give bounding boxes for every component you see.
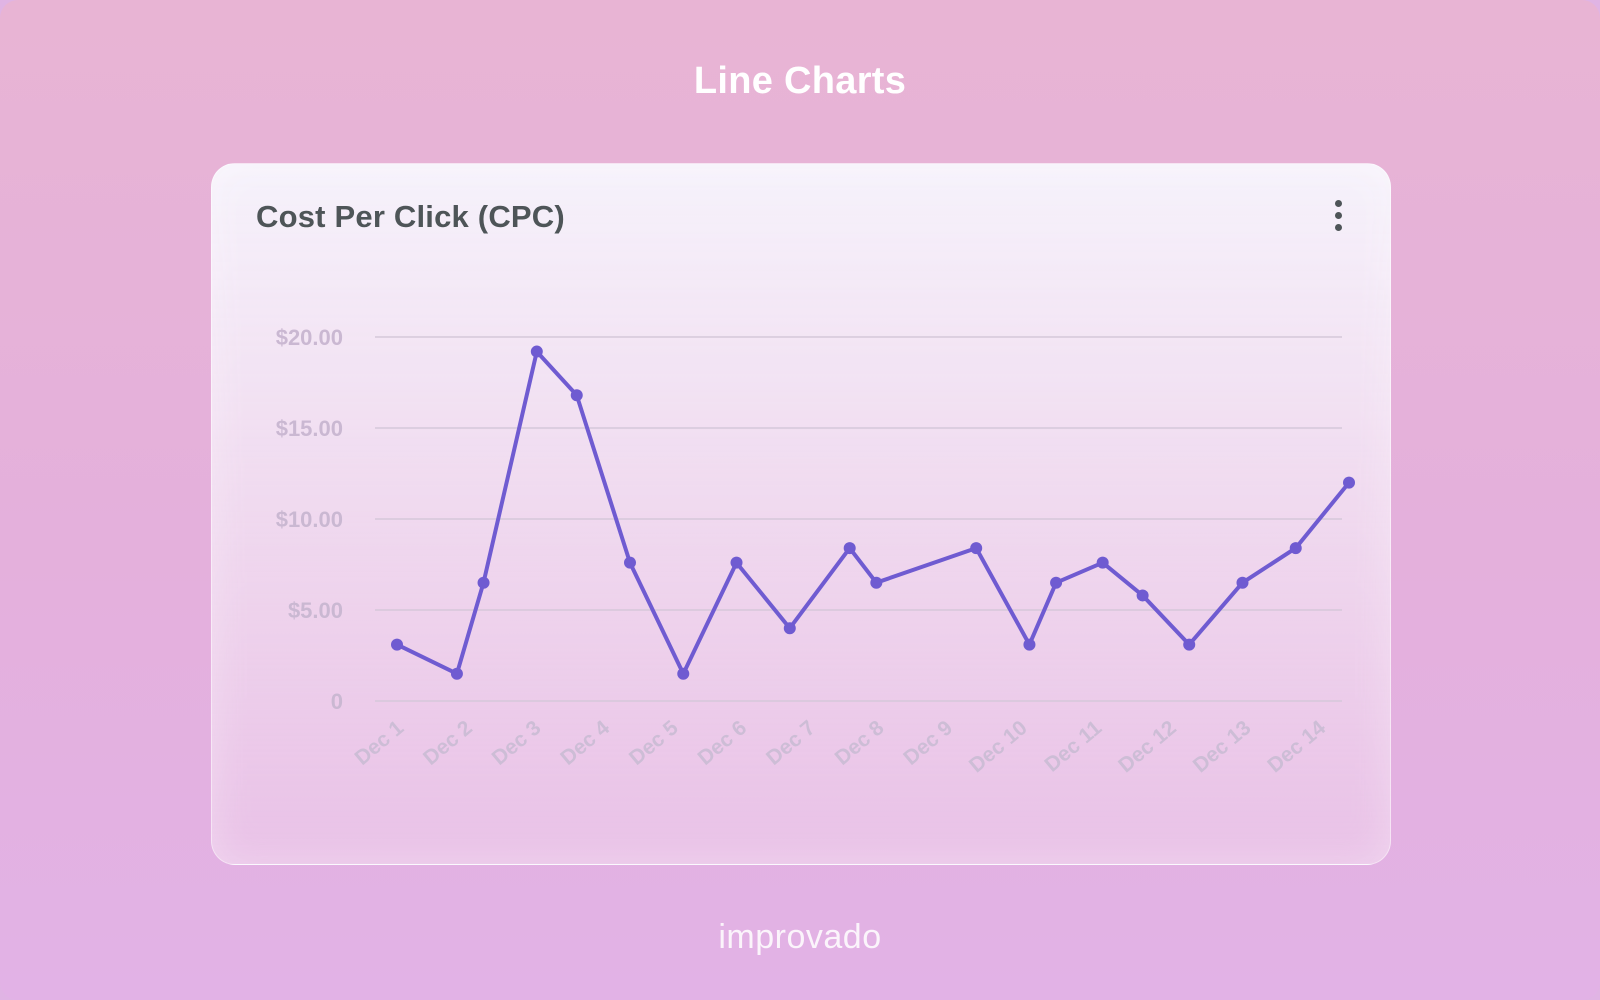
series-line [395, 349, 1351, 676]
x-tick-label: Dec 14 [1263, 716, 1330, 777]
x-tick-label: Dec 12 [1114, 716, 1181, 777]
chart-card [211, 163, 1391, 865]
x-tick-label: Dec 2 [419, 716, 477, 770]
x-tick-label: Dec 11 [1040, 716, 1106, 777]
data-point [1050, 576, 1063, 589]
data-point [624, 556, 637, 569]
y-tick-label: $5.00 [288, 598, 343, 623]
x-tick-label: Dec 4 [556, 716, 614, 770]
data-point [677, 667, 690, 680]
data-point [783, 622, 796, 635]
data-point [1183, 638, 1196, 651]
x-tick-label: Dec 13 [1189, 716, 1256, 777]
data-point [530, 345, 543, 358]
page-title: Line Charts [693, 60, 907, 102]
more-vertical-icon[interactable] [1326, 196, 1352, 236]
x-tick-label: Dec 3 [488, 716, 546, 770]
y-tick-label: $10.00 [276, 507, 343, 532]
brand-logo: improvado [718, 918, 882, 956]
data-point [1136, 589, 1149, 602]
data-point [570, 389, 583, 402]
data-point [450, 667, 463, 680]
menu-dot [1335, 224, 1342, 231]
data-point [391, 638, 403, 651]
data-point [1289, 542, 1302, 555]
menu-dot [1335, 212, 1342, 219]
x-tick-label: Dec 6 [693, 716, 751, 770]
x-tick-label: Dec 1 [350, 716, 408, 770]
data-point [730, 556, 743, 569]
data-point [1236, 576, 1249, 589]
series-lines [395, 349, 1351, 676]
x-tick-label: Dec 8 [831, 716, 889, 770]
y-tick-label: 0 [331, 689, 343, 714]
y-tick-label: $15.00 [276, 416, 343, 441]
y-tick-label: $20.00 [276, 325, 343, 350]
y-axis-ticks: 0 $5.00 $10.00 $15.00 $20.00 [276, 325, 343, 714]
x-tick-label: Dec 7 [762, 716, 820, 770]
chart-card-title: Cost Per Click (CPC) [256, 199, 565, 234]
data-point [870, 576, 883, 589]
menu-dot [1335, 200, 1342, 207]
x-tick-label: Dec 9 [899, 716, 957, 770]
data-point [843, 542, 856, 555]
data-point [970, 542, 983, 555]
data-point [1096, 556, 1109, 569]
x-tick-label: Dec 5 [625, 716, 683, 770]
data-point [1023, 638, 1036, 651]
data-point [1343, 476, 1355, 489]
x-tick-label: Dec 10 [965, 716, 1032, 777]
grid-lines [375, 336, 1342, 702]
x-axis-ticks: Dec 1 Dec 2 Dec 3 Dec 4 Dec 5 Dec 6 Dec 7 Dec 8… [350, 716, 1330, 777]
series-points [391, 345, 1355, 680]
data-point [477, 576, 490, 589]
